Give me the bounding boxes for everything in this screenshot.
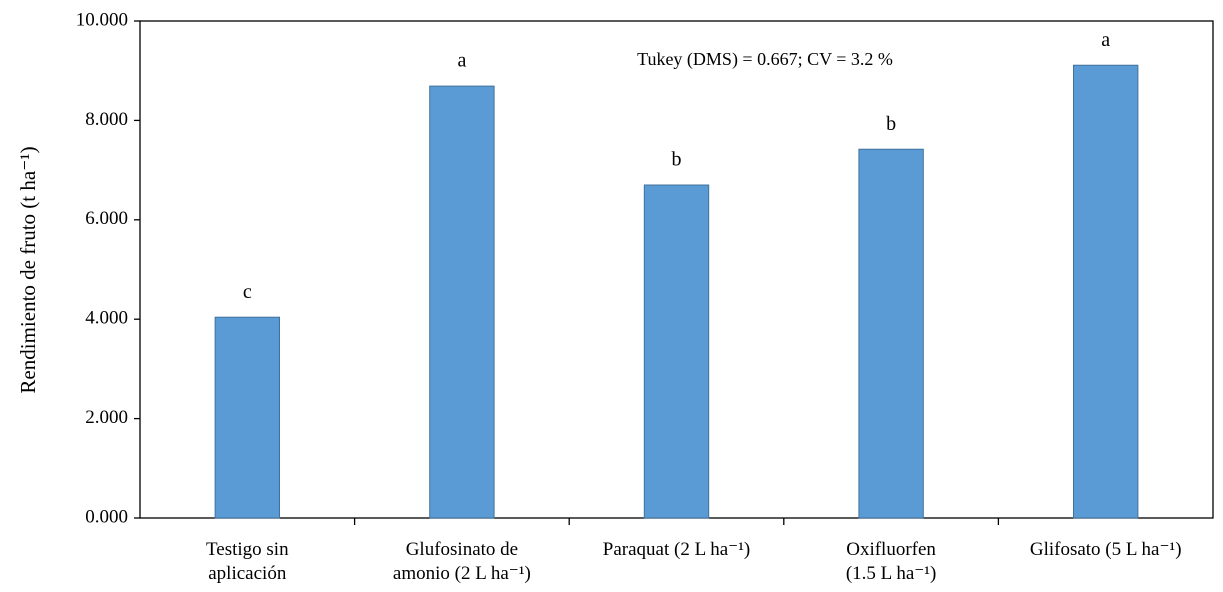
significance-letter: b [886, 113, 896, 135]
x-tick-label: Glifosato (5 L ha⁻¹) [1029, 539, 1182, 560]
bar [643, 184, 710, 519]
annotation: Tukey (DMS) = 0.667; CV = 3.2 % [637, 49, 893, 70]
y-tick-label: 0.000 [85, 506, 128, 527]
y-axis-label: Rendimiento de fruto (t ha⁻¹) [16, 146, 40, 393]
x-tick-label: Oxifluorfen (1.5 L ha⁻¹) [845, 539, 937, 584]
significance-letter: c [243, 281, 252, 303]
bar [214, 316, 280, 519]
y-tick-label: 6.000 [85, 208, 128, 229]
bar [858, 148, 924, 519]
significance-letter: a [457, 50, 466, 72]
x-tick-label: Glufosinato de amonio (2 L ha⁻¹) [392, 539, 531, 584]
y-tick-label: 8.000 [85, 109, 128, 130]
bar [1073, 64, 1139, 519]
x-tick-label: Testigo sin aplicación [206, 539, 289, 584]
bar [429, 85, 495, 519]
y-tick-label: 10.000 [76, 9, 128, 30]
y-tick-label: 2.000 [85, 407, 128, 428]
x-tick-label: Paraquat (2 L ha⁻¹) [602, 539, 751, 560]
y-tick-label: 4.000 [85, 308, 128, 329]
significance-letter: a [1101, 29, 1110, 51]
significance-letter: b [672, 149, 682, 171]
